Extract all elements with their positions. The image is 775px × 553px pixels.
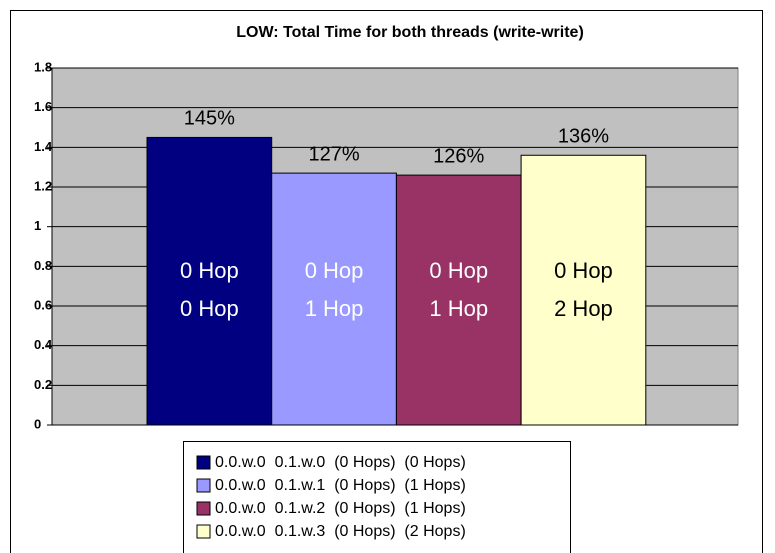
value-label: 126% <box>433 145 484 167</box>
bar <box>271 172 397 426</box>
bar-label: 1 Hop <box>305 296 364 321</box>
legend-box <box>183 441 571 553</box>
bar-label: 0 Hop <box>554 258 613 283</box>
y-tick-label: 1.8 <box>34 59 52 74</box>
bar-label: 0 Hop <box>429 258 488 283</box>
bar-label: 0 Hop <box>180 296 239 321</box>
bar <box>146 136 273 426</box>
y-tick-label: 1 <box>34 218 41 233</box>
value-label: 145% <box>184 108 235 130</box>
legend-label: 0.0.w.0 0.1.w.0 (0 Hops) (0 Hops) <box>215 454 466 471</box>
legend-swatch <box>196 501 211 516</box>
legend-swatch <box>196 478 211 493</box>
y-tick-label: 1.6 <box>34 99 52 114</box>
legend-label: 0.0.w.0 0.1.w.2 (0 Hops) (1 Hops) <box>215 500 466 517</box>
y-tick-label: 0.2 <box>34 377 52 392</box>
y-tick-label: 1.2 <box>34 178 52 193</box>
legend-swatch <box>196 524 211 539</box>
legend-label: 0.0.w.0 0.1.w.1 (0 Hops) (1 Hops) <box>215 477 466 494</box>
bar-label: 2 Hop <box>554 296 613 321</box>
value-label: 127% <box>308 143 359 165</box>
bar-label: 0 Hop <box>305 258 364 283</box>
y-tick-label: 0 <box>34 416 41 431</box>
chart-title: LOW: Total Time for both threads (write-… <box>236 24 584 41</box>
value-label: 136% <box>558 126 609 148</box>
y-tick-label: 0.4 <box>34 337 53 352</box>
bar-label: 1 Hop <box>429 296 488 321</box>
bar <box>395 174 522 426</box>
bar <box>520 154 647 426</box>
bar-label: 0 Hop <box>180 258 239 283</box>
legend-label: 0.0.w.0 0.1.w.3 (0 Hops) (2 Hops) <box>215 523 466 540</box>
y-tick-label: 0.6 <box>34 297 52 312</box>
y-tick-label: 0.8 <box>34 258 52 273</box>
y-tick-label: 1.4 <box>34 139 53 154</box>
legend-swatch <box>196 455 211 470</box>
